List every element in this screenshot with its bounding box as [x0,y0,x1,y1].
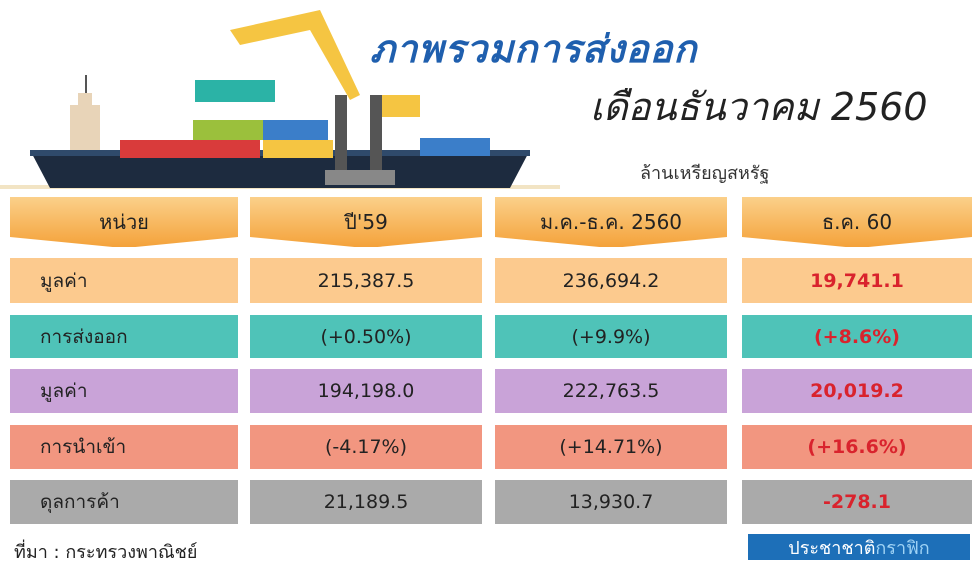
row-label: ดุลการค้า [10,480,238,524]
table-cell: 194,198.0 [250,369,482,413]
table-cell: 215,387.5 [250,258,482,303]
table-cell: (+9.9%) [495,315,727,358]
infographic: ภาพรวมการส่งออก เดือนธันวาคม 2560 ล้านเห… [0,0,980,561]
row-label: มูลค่า [10,369,238,413]
table-cell: 19,741.1 [742,258,972,303]
table-cell: 236,694.2 [495,258,727,303]
brand-suffix: กราฟิก [875,533,929,561]
table-cell: 222,763.5 [495,369,727,413]
subtitle: เดือนธันวาคม 2560 [590,76,928,137]
title: ภาพรวมการส่งออก [370,18,697,79]
table-cell: 21,189.5 [250,480,482,524]
row-label: การนำเข้า [10,425,238,469]
column-header: ธ.ค. 60 [742,197,972,247]
table-cell: 20,019.2 [742,369,972,413]
column-header: ม.ค.-ธ.ค. 2560 [495,197,727,247]
source: ที่มา : กระทรวงพาณิชย์ [14,537,197,561]
row-label: การส่งออก [10,315,238,358]
column-header: ปี'59 [250,197,482,247]
brand: ประชาชาติกราฟิก [748,534,970,560]
table-cell: 13,930.7 [495,480,727,524]
table-cell: (+16.6%) [742,425,972,469]
unit-note: ล้านเหรียญสหรัฐ [640,158,769,187]
table-cell: (+8.6%) [742,315,972,358]
table-cell: (+0.50%) [250,315,482,358]
brand-name: ประชาชาติ [788,533,875,561]
table-cell: -278.1 [742,480,972,524]
table-cell: (+14.71%) [495,425,727,469]
row-label: มูลค่า [10,258,238,303]
table-cell: (-4.17%) [250,425,482,469]
column-header: หน่วย [10,197,238,247]
